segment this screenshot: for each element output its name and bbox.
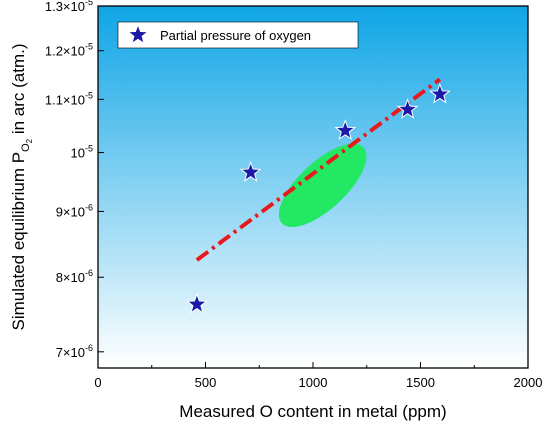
x-tick-label: 500 [195,375,217,390]
y-axis-title: Simulated equilibrium PO2 in arc (atm.) [9,43,34,330]
y-axis-title-subscript-2: 2 [25,138,34,143]
x-tick-label: 1500 [406,375,435,390]
y-tick-label: 10-5 [71,144,93,161]
y-tick-label: 9×10-6 [56,202,93,219]
x-axis-title: Measured O content in metal (ppm) [179,402,446,421]
data-point-1 [186,292,208,314]
y-axis-title-main: Simulated equilibrium P [9,152,28,331]
x-tick-label: 0 [94,375,101,390]
legend-star-icon [127,23,149,45]
data-point-2 [239,161,262,182]
data-point-3 [334,119,357,140]
y-axis-title-subscript: O [20,143,32,152]
y-tick-label: 1.1×10-5 [45,90,93,107]
y-tick-label: 1.3×10-5 [45,0,93,14]
y-tick-label: 8×10-6 [56,268,93,285]
y-tick-label: 7×10-6 [56,343,93,360]
x-tick-label: 1000 [299,375,328,390]
legend: Partial pressure of oxygen [117,21,359,49]
trend-line [195,77,442,262]
y-tick-label: 1.2×10-5 [45,42,93,59]
data-point-5 [428,82,451,104]
legend-box [117,21,359,49]
x-tick-label: 2000 [514,375,543,390]
data-point-4 [396,98,419,119]
y-axis-title-suffix: in arc (atm.) [9,43,28,138]
legend-label: Partial pressure of oxygen [160,28,311,43]
highlight-ellipse [278,143,367,228]
